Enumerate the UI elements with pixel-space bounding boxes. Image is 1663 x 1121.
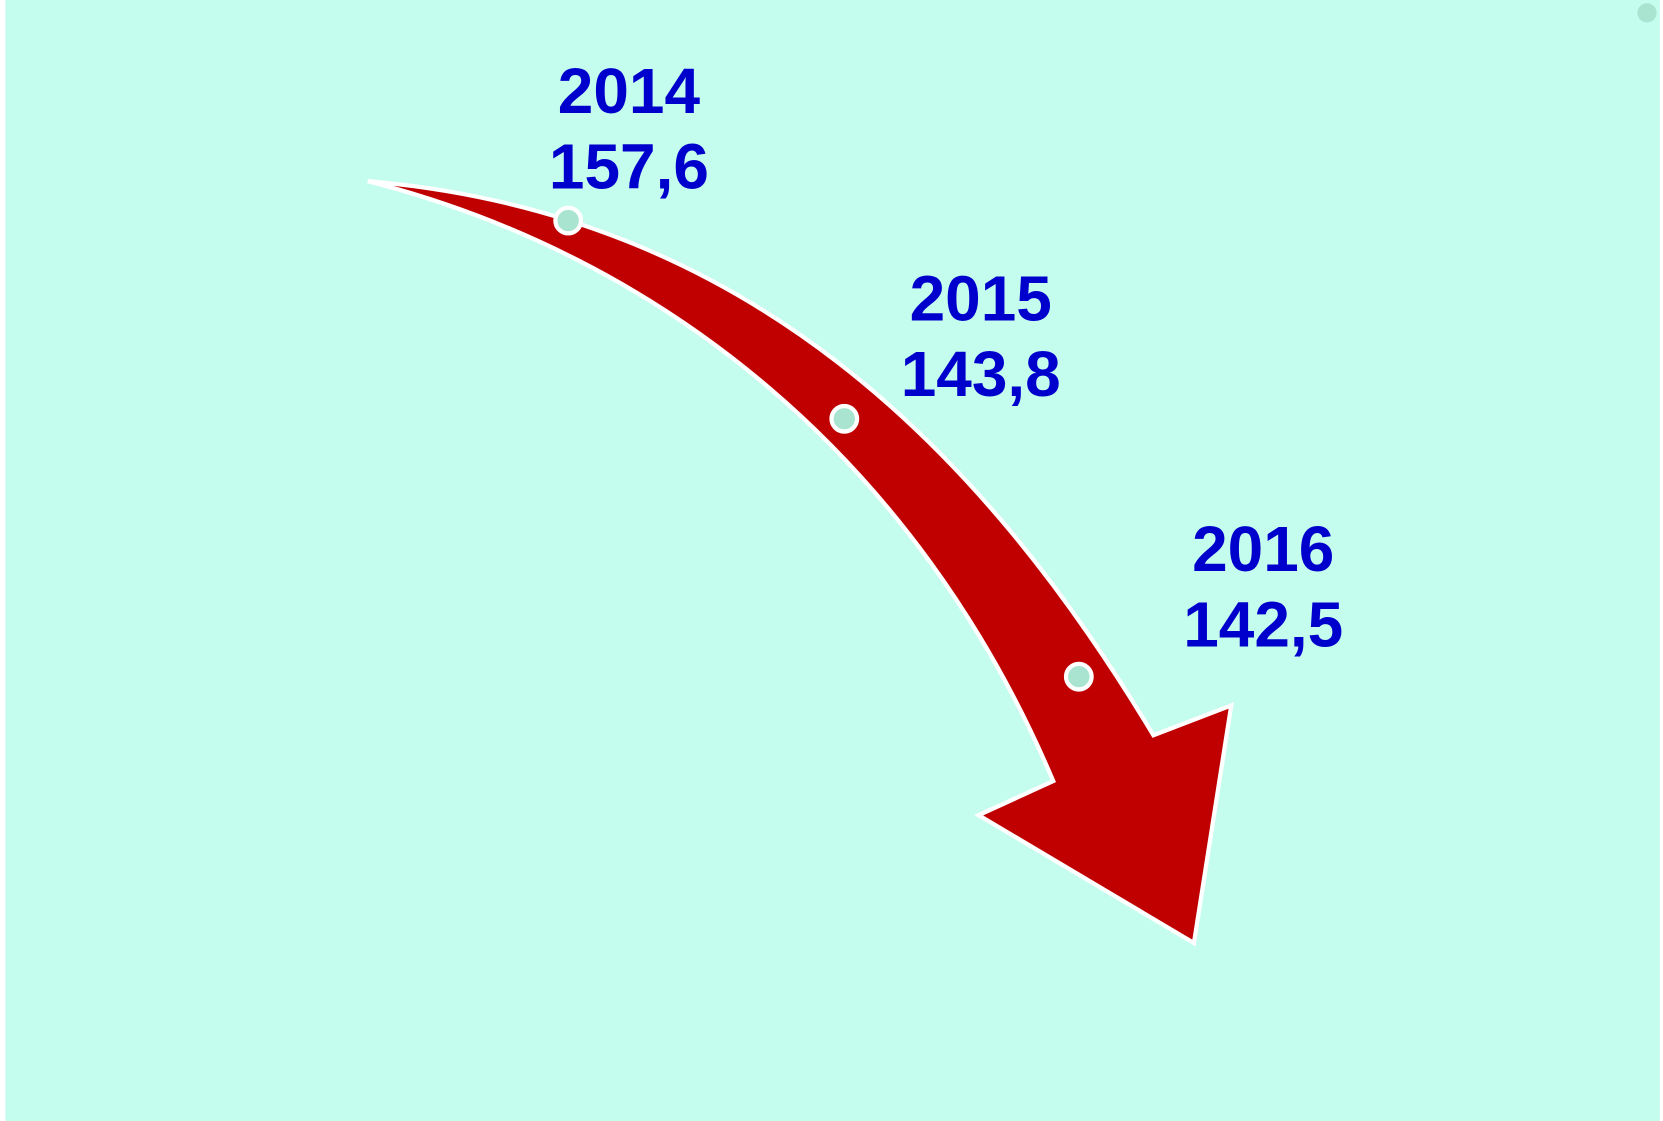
year-label: 2015 — [910, 263, 1052, 335]
year-label: 2016 — [1192, 513, 1334, 585]
value-label: 157,6 — [549, 130, 709, 202]
corner-dot — [1637, 3, 1657, 23]
decline-arrow — [367, 179, 1234, 947]
value-label: 143,8 — [901, 338, 1061, 410]
background — [5, 0, 1660, 1121]
point-dot — [829, 403, 860, 434]
point-dot — [553, 205, 584, 236]
year-label: 2014 — [558, 55, 701, 127]
point-dot — [1063, 661, 1094, 692]
value-label: 142,5 — [1183, 589, 1343, 661]
